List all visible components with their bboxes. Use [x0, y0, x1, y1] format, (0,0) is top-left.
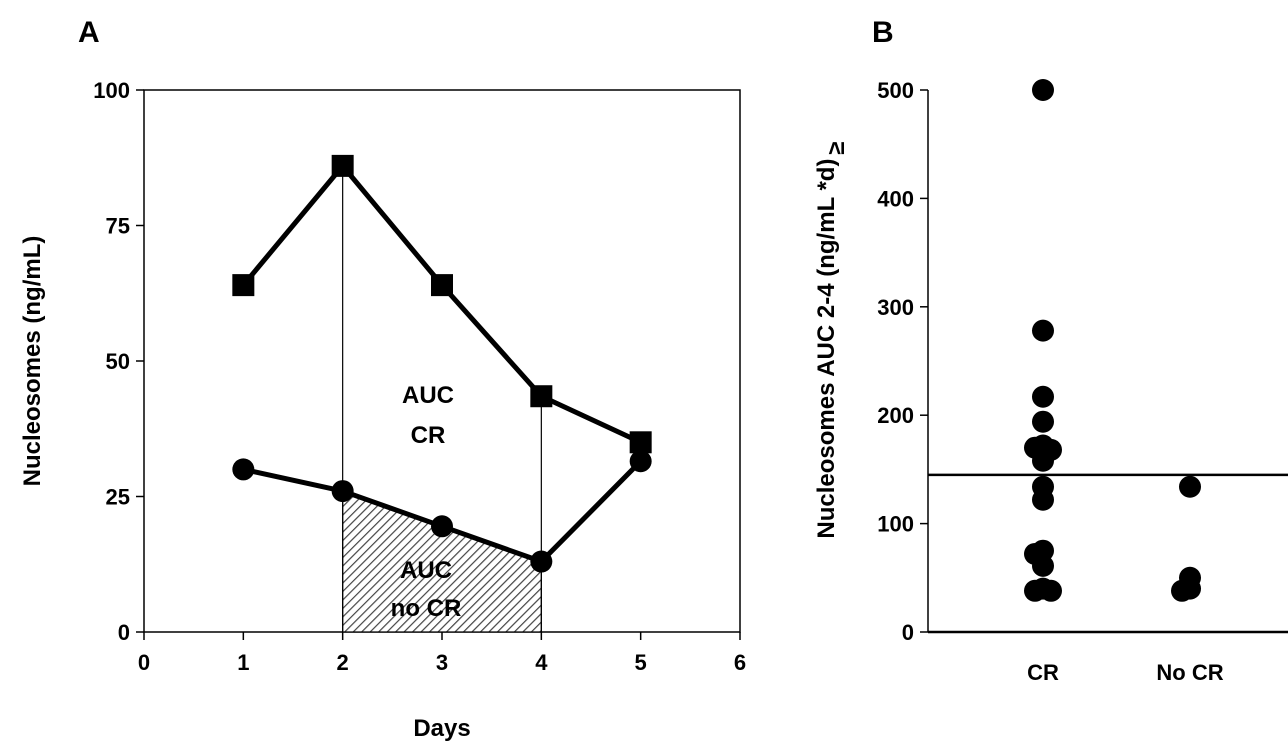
series-2-point: [530, 550, 553, 573]
auc-cr-label-line2: CR: [411, 422, 446, 449]
series-2-point: [331, 480, 354, 503]
y-tick-label: 300: [877, 295, 914, 320]
panel-b-axes: [927, 90, 1288, 634]
panel-b-y-ticks: 0 100 200 300 400 500: [877, 78, 928, 645]
auc-cr-label-line1: AUC: [402, 382, 454, 409]
y-tick-label: 400: [877, 186, 914, 211]
series-1-point: [629, 431, 652, 454]
group-cr-point: [1032, 449, 1054, 472]
x-tick-label: 2: [337, 650, 349, 675]
y-tick-label: 200: [877, 403, 914, 428]
series-2-point: [629, 450, 652, 473]
y-tick-label: 0: [118, 620, 130, 645]
group-no-cr-point: [1179, 475, 1201, 498]
panel-b-chart: B 0 100 200 300 400 500 CR No CR Nucleosomes A…: [813, 16, 1288, 685]
group-no-cr-point: [1171, 579, 1193, 602]
group-cr-point: [1024, 579, 1046, 602]
y-tick-label: 25: [106, 485, 130, 510]
series-1-point: [331, 154, 354, 177]
y-tick-label: 75: [106, 214, 130, 239]
series-2-point: [232, 458, 255, 481]
panel-a-chart: A 0 1 2 3 4 5 6 0 25 50 75 100 AUC CR AUC no CR Da…: [19, 16, 746, 742]
x-tick-label: 4: [535, 650, 548, 675]
panel-b-y-axis-title-group: Nucleosomes AUC 2-4 (ng/mL *d) ≥: [813, 141, 850, 538]
panel-a-letter: A: [78, 16, 100, 49]
series-1-point: [431, 274, 453, 297]
series-1-point: [232, 274, 255, 297]
panel-a-x-ticks: 0 1 2 3 4 5 6: [138, 632, 746, 675]
series-2-point: [431, 515, 453, 538]
y-tick-label: 100: [93, 78, 130, 103]
group-cr-point: [1032, 79, 1054, 101]
y-tick-label: 100: [877, 512, 914, 537]
panel-a-x-axis-title: Days: [413, 715, 470, 742]
category-label: CR: [1027, 660, 1059, 685]
x-tick-label: 0: [138, 650, 150, 675]
category-label: No CR: [1156, 660, 1223, 685]
group-cr-point: [1032, 554, 1054, 577]
group-cr-point: [1032, 319, 1054, 342]
panel-b-y-axis-title: Nucleosomes AUC 2-4 (ng/mL *d): [813, 159, 840, 539]
x-tick-label: 5: [635, 650, 647, 675]
x-tick-label: 1: [237, 650, 249, 675]
panel-b-points: [1024, 79, 1201, 602]
panel-a-series: [232, 154, 652, 573]
auc-boundary-lines: [342, 165, 542, 632]
x-tick-label: 6: [734, 650, 746, 675]
panel-b-y-axis-title-suffix: ≥: [823, 141, 850, 154]
auc-no-cr-label-line1: AUC: [400, 557, 452, 584]
x-tick-label: 3: [436, 650, 448, 675]
y-tick-label: 0: [902, 620, 914, 645]
y-tick-label: 50: [106, 349, 130, 374]
group-cr-point: [1032, 488, 1054, 511]
y-tick-label: 500: [877, 78, 914, 103]
group-cr-point: [1032, 385, 1054, 408]
series-1-point: [530, 385, 553, 408]
panel-b-category-labels: CR No CR: [1027, 660, 1224, 685]
panel-a-y-ticks: 0 25 50 75 100: [93, 78, 144, 645]
panel-a-y-axis-title: Nucleosomes (ng/mL): [19, 236, 46, 487]
group-cr-point: [1040, 579, 1062, 602]
auc-no-cr-label-line2: no CR: [391, 595, 462, 622]
group-cr-point: [1032, 410, 1054, 433]
panel-b-letter: B: [872, 16, 894, 49]
